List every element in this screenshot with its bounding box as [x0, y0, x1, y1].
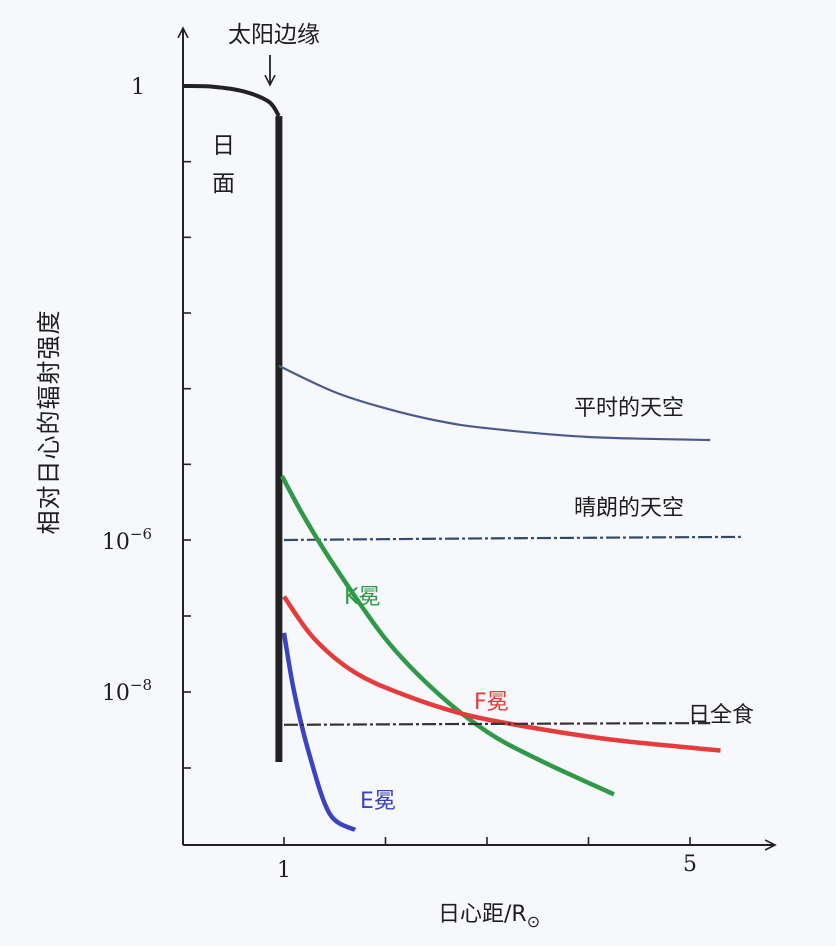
- series-line-sky-normal: [278, 364, 711, 442]
- x-axis-title: 日心距/R⊙: [438, 902, 540, 931]
- series-label-sky-clear: 晴朗的天空: [574, 496, 684, 521]
- y-axis-ticks: [183, 85, 191, 769]
- x-tick-label-5: 5: [683, 852, 697, 877]
- series-label-eclipse: 日全食: [688, 703, 754, 728]
- series-line-k-corona: [280, 475, 615, 797]
- disk-label-2: 面: [212, 171, 235, 197]
- series-layer: [182, 84, 741, 833]
- series-line-eclipse: [283, 722, 711, 726]
- series-label-e-corona: E冕: [360, 789, 396, 814]
- x-tick-label-1: 1: [277, 858, 291, 883]
- series-line-disk: [182, 84, 281, 118]
- y-axis-title: 相对日心的辐射强度: [35, 310, 63, 535]
- disk-label-1: 日: [212, 133, 235, 159]
- y-tick-label-1e-8: 10−8: [102, 676, 152, 706]
- y-tick-label-1e-6: 10−6: [102, 525, 152, 555]
- series-label-sky-normal: 平时的天空: [574, 396, 684, 421]
- y-tick-label-1: 1: [131, 75, 145, 100]
- series-label-k-corona: K冕: [344, 585, 380, 610]
- series-label-f-corona: F冕: [474, 690, 509, 715]
- series-line-f-corona: [282, 595, 721, 753]
- x-axis-ticks: [283, 837, 691, 845]
- limb-annotation: 太阳边缘: [228, 22, 320, 48]
- series-line-e-corona: [281, 632, 357, 833]
- series-line-sky-clear: [283, 535, 741, 542]
